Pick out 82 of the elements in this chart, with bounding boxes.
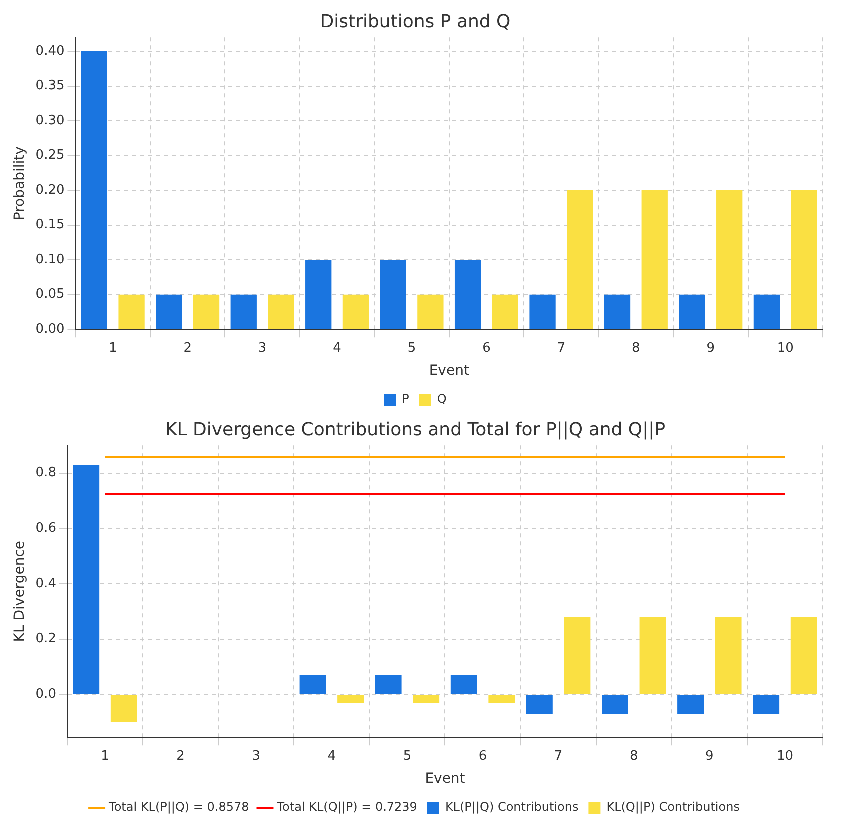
x-tick-label: 5 bbox=[408, 340, 416, 356]
x-tick-label: 3 bbox=[258, 340, 267, 356]
y-tick-label: 0.05 bbox=[36, 287, 65, 302]
y-tick-label: 0.25 bbox=[36, 148, 65, 164]
y-tick-label: 0.0 bbox=[36, 687, 56, 702]
y-tick-label: 0.15 bbox=[36, 218, 65, 233]
bar bbox=[418, 294, 444, 330]
legend-label: KL(P||Q) Contributions bbox=[445, 800, 579, 814]
bar bbox=[567, 190, 594, 330]
x-tick-label: 9 bbox=[706, 340, 716, 356]
bar bbox=[110, 695, 138, 722]
y-tick-label: 0.8 bbox=[36, 466, 56, 481]
bar bbox=[488, 695, 516, 704]
x-axis-title: Event bbox=[425, 771, 466, 788]
x-tick-label: 8 bbox=[630, 748, 638, 764]
bar bbox=[754, 294, 780, 330]
x-tick-label: 4 bbox=[333, 340, 342, 356]
y-axis-title: KL Divergence bbox=[12, 541, 28, 642]
bar bbox=[715, 617, 742, 694]
bar bbox=[678, 695, 704, 714]
x-tick-label: 4 bbox=[328, 748, 336, 764]
bar bbox=[564, 617, 591, 694]
bar bbox=[413, 695, 440, 704]
x-tick-label: 1 bbox=[101, 748, 110, 764]
bar bbox=[342, 294, 370, 330]
x-tick-label: 6 bbox=[482, 340, 491, 356]
bar bbox=[530, 294, 556, 330]
bar bbox=[716, 190, 743, 330]
bar bbox=[375, 675, 402, 694]
bar bbox=[81, 52, 108, 330]
bar bbox=[454, 260, 482, 330]
x-tick-label: 1 bbox=[108, 340, 118, 356]
chart-title: KL Divergence Contributions and Total for P||Q and Q||P bbox=[165, 419, 666, 440]
x-tick-label: 9 bbox=[706, 748, 714, 764]
bar bbox=[268, 294, 294, 330]
y-tick-label: 0.2 bbox=[36, 632, 56, 647]
y-tick-label: 0.4 bbox=[36, 576, 56, 592]
bar bbox=[380, 260, 406, 330]
legend-label: KL(Q||P) Contributions bbox=[606, 800, 740, 814]
bar bbox=[338, 695, 364, 704]
x-tick-label: 5 bbox=[403, 748, 412, 764]
chart-title: Distributions P and Q bbox=[320, 11, 511, 32]
x-tick-label: 6 bbox=[478, 748, 488, 764]
x-tick-label: 7 bbox=[554, 748, 563, 764]
x-tick-label: 3 bbox=[252, 748, 260, 764]
y-tick-label: 0.35 bbox=[36, 78, 65, 94]
legend-label: Q bbox=[437, 392, 447, 406]
x-tick-label: 10 bbox=[777, 340, 794, 356]
x-tick-label: 10 bbox=[776, 748, 794, 764]
bar bbox=[492, 294, 518, 330]
y-tick-label: 0.30 bbox=[36, 113, 65, 128]
x-axis-title: Event bbox=[429, 363, 470, 380]
legend-label: P bbox=[402, 392, 410, 406]
x-tick-label: 7 bbox=[557, 340, 566, 356]
bar bbox=[640, 617, 666, 694]
y-tick-label: 0.00 bbox=[36, 322, 65, 337]
bar bbox=[118, 294, 145, 330]
y-tick-label: 0.10 bbox=[36, 252, 65, 268]
bar bbox=[156, 294, 182, 330]
y-axis-title: Probability bbox=[12, 146, 28, 221]
bar bbox=[790, 617, 818, 694]
bar bbox=[306, 260, 332, 330]
bar bbox=[230, 294, 257, 330]
legend-label: Total KL(P||Q) = 0.8578 bbox=[108, 800, 250, 814]
x-tick-label: 2 bbox=[184, 340, 192, 356]
bar bbox=[602, 695, 628, 714]
bar bbox=[526, 695, 553, 714]
y-tick-label: 0.40 bbox=[36, 44, 65, 59]
bar bbox=[753, 695, 780, 714]
x-tick-label: 2 bbox=[176, 748, 185, 764]
bar bbox=[642, 190, 668, 330]
bar bbox=[679, 294, 706, 330]
bar bbox=[450, 675, 478, 694]
bar bbox=[791, 190, 818, 330]
bar bbox=[73, 464, 100, 694]
bar bbox=[300, 675, 326, 694]
y-tick-label: 0.6 bbox=[36, 521, 56, 536]
x-tick-label: 8 bbox=[632, 340, 640, 356]
bar bbox=[193, 294, 220, 330]
bar bbox=[604, 294, 631, 330]
legend-label: Total KL(Q||P) = 0.7239 bbox=[276, 800, 418, 814]
y-tick-label: 0.20 bbox=[36, 182, 65, 198]
